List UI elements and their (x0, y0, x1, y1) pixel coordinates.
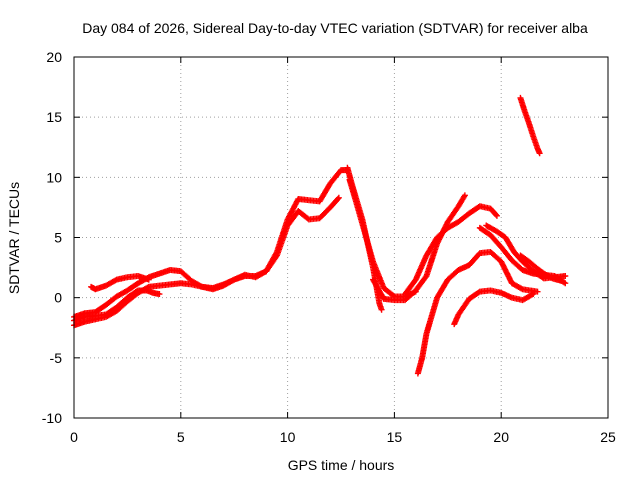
data-point-marker (378, 306, 385, 313)
y-tick-label: 20 (46, 49, 62, 65)
x-tick-label: 15 (387, 429, 403, 445)
x-axis-label: GPS time / hours (288, 457, 395, 473)
plot-frame (73, 56, 609, 419)
x-tick-label: 25 (600, 429, 616, 445)
tick-labels: 0 5 10 15 20 25 -10 -5 0 5 10 15 20 (42, 49, 616, 445)
x-tick-label: 10 (280, 429, 296, 445)
grid-lines (74, 57, 608, 418)
data-layer (71, 94, 569, 377)
data-point-marker (493, 211, 500, 218)
data-point-marker (534, 288, 541, 295)
data-point-marker (530, 291, 537, 298)
y-tick-label: 10 (46, 169, 62, 185)
y-tick-label: -10 (42, 410, 62, 426)
data-point-marker (156, 291, 163, 298)
data-series-track-2 (71, 287, 163, 324)
data-point-marker (335, 194, 342, 201)
x-tick-label: 0 (70, 429, 78, 445)
y-axis-label: SDTVAR / TECUs (6, 182, 22, 294)
data-series-track-10 (451, 287, 537, 328)
data-point-marker (558, 277, 565, 284)
y-tick-label: 0 (54, 290, 62, 306)
data-series-track-4 (88, 273, 152, 293)
data-point-marker (461, 192, 468, 199)
data-point-marker (561, 279, 568, 286)
data-point-marker (475, 289, 482, 296)
data-point-marker (493, 212, 500, 219)
x-tick-label: 5 (177, 429, 185, 445)
y-tick-label: 5 (54, 230, 62, 246)
data-point-marker (562, 280, 569, 287)
data-point-marker (562, 273, 569, 280)
data-point-marker (334, 195, 341, 202)
data-series-track-3 (71, 167, 351, 320)
y-tick-label: 15 (46, 109, 62, 125)
data-series-track-8 (402, 203, 500, 298)
y-tick-label: -5 (50, 350, 63, 366)
data-series-track-7 (370, 192, 468, 304)
x-tick-label: 20 (493, 429, 509, 445)
chart-title: Day 084 of 2026, Sidereal Day-to-day VTE… (82, 20, 588, 36)
data-series-track-14 (517, 94, 543, 157)
data-series-track-9 (414, 248, 541, 377)
data-series-track-13 (517, 252, 565, 284)
data-point-marker (536, 150, 543, 157)
data-point-marker (145, 276, 152, 283)
